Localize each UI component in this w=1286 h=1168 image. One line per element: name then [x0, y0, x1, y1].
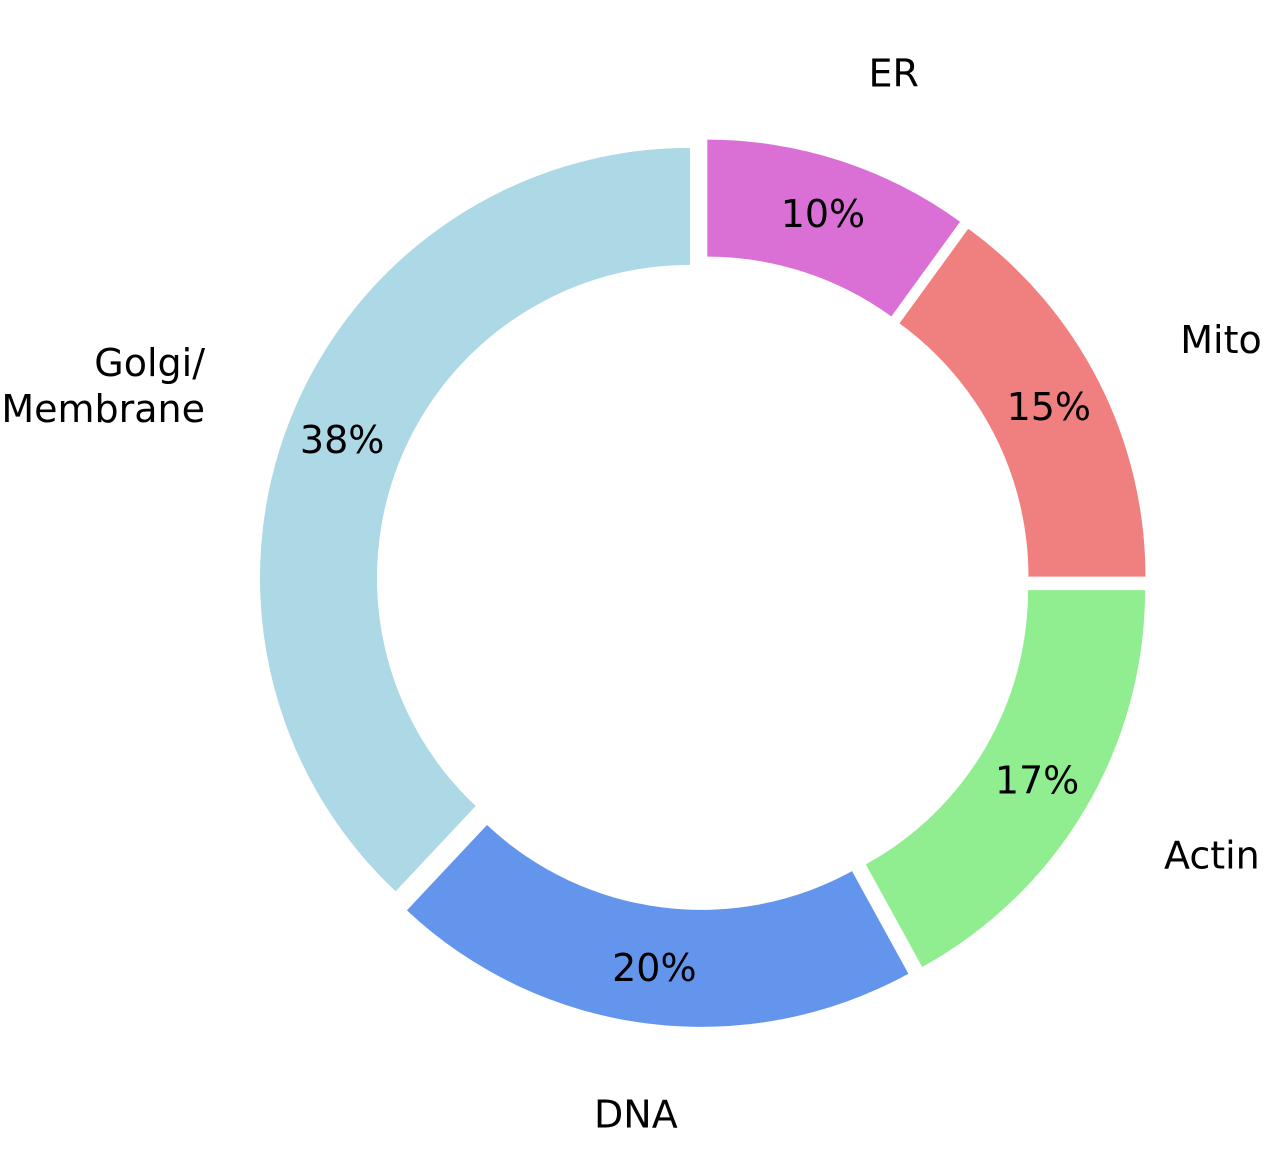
category-label: Actin	[1164, 834, 1260, 878]
category-label: Mito	[1180, 318, 1262, 362]
slice-2	[707, 139, 961, 317]
category-label-line: Actin	[1164, 834, 1260, 878]
category-label: Golgi/Membrane	[1, 341, 205, 431]
category-label: DNA	[594, 1092, 678, 1136]
category-label-line: DNA	[594, 1092, 678, 1136]
slice-4	[406, 825, 909, 1027]
category-label-line: Golgi/	[94, 341, 205, 385]
percent-label: 10%	[781, 192, 865, 236]
category-label: ER	[869, 52, 919, 96]
slice-5	[865, 590, 1146, 967]
slice-3	[259, 147, 690, 892]
category-label-line: Mito	[1180, 318, 1262, 362]
percent-label: 38%	[300, 418, 384, 462]
percent-label: 17%	[995, 759, 1079, 803]
slice-1	[899, 228, 1146, 577]
percent-label: 20%	[612, 946, 696, 990]
category-label-line: ER	[869, 52, 919, 96]
category-label-line: Membrane	[1, 387, 205, 431]
percent-label: 15%	[1007, 385, 1091, 429]
